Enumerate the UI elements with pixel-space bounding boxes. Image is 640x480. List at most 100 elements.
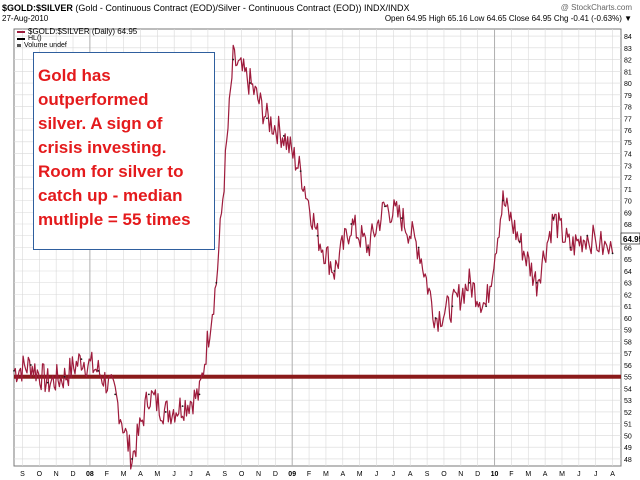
y-tick-label: 55 — [624, 375, 632, 382]
x-tick-label: A — [206, 471, 211, 478]
symbol-label: $GOLD:$SILVER — [2, 3, 73, 13]
x-tick-label: N — [256, 471, 261, 478]
x-tick-label: D — [273, 471, 278, 478]
data-point — [468, 281, 471, 284]
y-tick-label: 73 — [624, 163, 632, 170]
y-tick-label: 59 — [624, 328, 632, 335]
y-tick-label: 75 — [624, 140, 632, 147]
y-tick-label: 64 — [624, 269, 632, 276]
series-layer — [13, 44, 614, 470]
data-point — [316, 234, 319, 237]
x-tick-label: O — [37, 471, 43, 478]
x-tick-label: M — [323, 471, 329, 478]
annotation-text: Gold has outperformed silver. A sign of … — [38, 66, 191, 229]
legend-hl: HL() — [28, 35, 42, 42]
data-point — [611, 252, 614, 255]
legend-main-series: $GOLD:$SILVER (Daily) 64.95 — [28, 27, 138, 36]
data-point — [485, 305, 488, 308]
y-tick-label: 56 — [624, 363, 632, 370]
y-tick-label: 70 — [624, 199, 632, 206]
y-tick-label: 50 — [624, 433, 632, 440]
x-tick-label: A — [138, 471, 143, 478]
y-tick-label: 78 — [624, 105, 632, 112]
x-tick-label: J — [594, 471, 598, 478]
data-point — [535, 281, 538, 284]
legend-swatches — [17, 31, 25, 47]
y-tick-label: 84 — [624, 34, 632, 41]
x-tick-label: J — [189, 471, 193, 478]
y-axis-ticks: 4849505152535455565758596061626364656667… — [624, 34, 632, 464]
x-tick-label: M — [525, 471, 531, 478]
data-point — [147, 393, 150, 396]
x-tick-label: J — [172, 471, 176, 478]
x-tick-label: M — [559, 471, 565, 478]
data-point — [198, 393, 201, 396]
x-tick-label: A — [340, 471, 345, 478]
data-point — [384, 205, 386, 208]
data-point — [350, 223, 353, 225]
x-tick-label: S — [222, 471, 227, 478]
data-point — [131, 458, 133, 460]
x-tick-label: 10 — [491, 471, 499, 478]
x-tick-label: A — [543, 471, 548, 478]
data-point — [282, 135, 285, 137]
data-point — [13, 369, 15, 372]
x-tick-label: D — [475, 471, 480, 478]
x-tick-label: A — [408, 471, 413, 478]
data-point — [299, 170, 302, 173]
data-point — [333, 270, 336, 272]
data-point — [502, 199, 504, 202]
data-point — [80, 358, 83, 360]
gold-silver-ratio-line — [13, 44, 614, 470]
y-tick-label: 77 — [624, 116, 632, 123]
data-point — [400, 217, 403, 220]
ohlc-summary: Open 64.95 High 65.16 Low 64.65 Close 64… — [384, 14, 632, 23]
x-tick-label: 09 — [288, 471, 296, 478]
y-tick-label: 74 — [624, 152, 632, 159]
y-tick-label: 57 — [624, 351, 632, 358]
x-tick-label: S — [20, 471, 25, 478]
x-tick-label: O — [239, 471, 245, 478]
last-value-tag: 64.95 — [620, 232, 640, 245]
data-point — [46, 381, 49, 384]
x-tick-label: N — [54, 471, 59, 478]
y-tick-label: 62 — [624, 292, 632, 299]
y-tick-label: 65 — [624, 257, 632, 264]
y-tick-label: 68 — [624, 222, 632, 229]
y-tick-label: 79 — [624, 93, 632, 100]
x-tick-label: O — [441, 471, 447, 478]
y-tick-label: 58 — [624, 339, 632, 346]
y-tick-label: 60 — [624, 316, 632, 323]
y-tick-label: 63 — [624, 281, 632, 288]
data-point — [232, 58, 235, 61]
data-point — [569, 246, 572, 249]
data-point — [451, 305, 454, 308]
data-point — [215, 281, 218, 284]
x-tick-label: M — [121, 471, 127, 478]
y-tick-label: 61 — [624, 304, 632, 311]
last-value-label: 64.95 — [623, 235, 640, 244]
data-point — [434, 317, 437, 319]
data-point — [97, 369, 100, 372]
x-tick-label: J — [375, 471, 379, 478]
x-tick-label: A — [610, 471, 615, 478]
legend-volume: Volume undef — [24, 42, 67, 49]
x-tick-label: M — [154, 471, 160, 478]
x-tick-label: F — [307, 471, 311, 478]
y-tick-label: 53 — [624, 398, 632, 405]
y-tick-label: 52 — [624, 410, 632, 417]
median-layer — [14, 374, 621, 379]
exchange-label: INDX/INDX — [363, 3, 410, 13]
y-tick-label: 83 — [624, 46, 632, 53]
data-point — [164, 411, 167, 413]
y-tick-label: 81 — [624, 69, 632, 76]
data-point — [266, 117, 268, 120]
x-tick-label: N — [458, 471, 463, 478]
y-tick-label: 71 — [624, 187, 632, 194]
x-axis-ticks: S O N D 08 F M A M J J A S O N D 09 F M A M J J A S O N D 10 F M A M J J A — [20, 471, 615, 478]
chart-date: 27-Aug-2010 — [2, 14, 49, 23]
y-tick-label: 49 — [624, 445, 632, 452]
y-tick-label: 76 — [624, 128, 632, 135]
x-tick-label: 08 — [86, 471, 94, 478]
data-point — [181, 405, 184, 407]
